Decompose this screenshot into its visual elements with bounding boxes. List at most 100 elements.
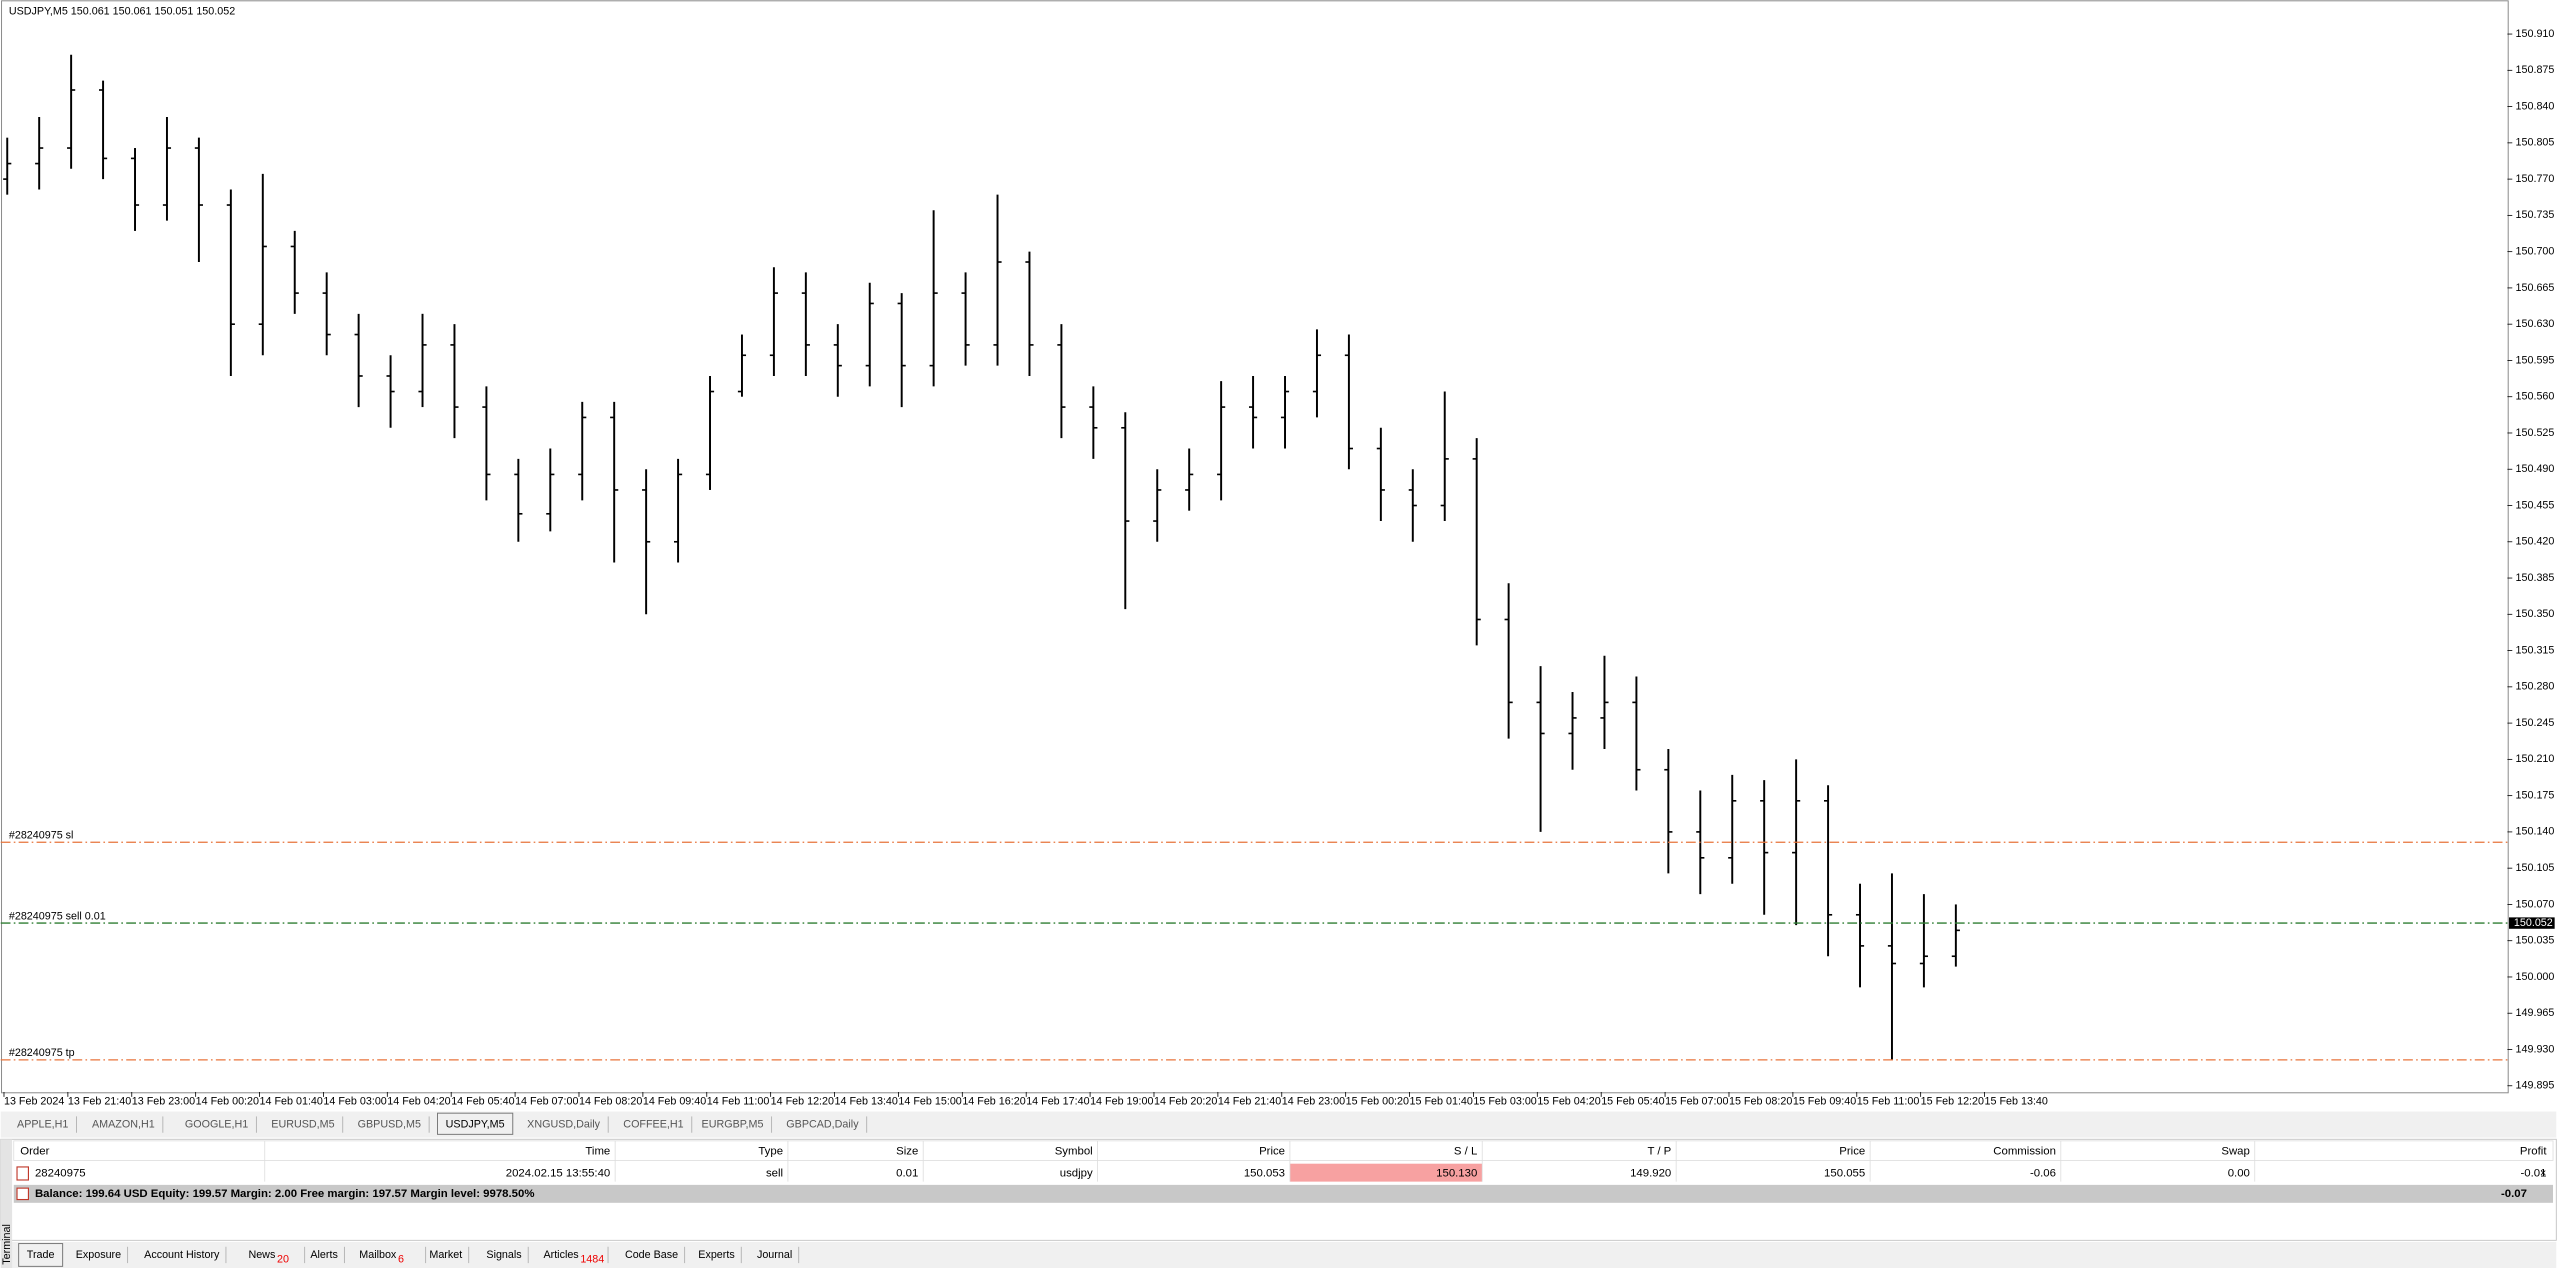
y-tick-label: 150.000 — [2516, 971, 2555, 983]
table-cell: 2024.02.15 13:55:40 — [506, 1167, 611, 1179]
chart-tab[interactable]: EURUSD,M5 — [271, 1118, 334, 1130]
x-tick-label: 14 Feb 03:00 — [323, 1096, 386, 1108]
active-tab-frame — [437, 1112, 514, 1135]
terminal-tab[interactable]: Experts — [698, 1249, 734, 1261]
x-tick-label: 14 Feb 23:00 — [1282, 1096, 1345, 1108]
table-cell: 150.053 — [1244, 1167, 1285, 1179]
order-level-label: #28240975 sell 0.01 — [9, 910, 106, 922]
y-tick-label: 150.805 — [2516, 137, 2555, 149]
x-tick-label: 14 Feb 13:40 — [835, 1096, 898, 1108]
chart-tab[interactable]: APPLE,H1 — [17, 1118, 68, 1130]
y-tick-label: 150.210 — [2516, 753, 2555, 765]
column-header: Swap — [2221, 1145, 2250, 1157]
chart-tab[interactable]: XNGUSD,Daily — [527, 1118, 600, 1130]
x-tick-label: 15 Feb 11:00 — [1857, 1096, 1920, 1108]
y-tick-label: 150.770 — [2516, 173, 2555, 185]
terminal-tabs-bar — [0, 1241, 2557, 1268]
y-tick-label: 150.595 — [2516, 354, 2555, 366]
column-header: T / P — [1647, 1145, 1671, 1157]
order-icon — [16, 1166, 29, 1181]
y-tick-label: 150.840 — [2516, 100, 2555, 112]
x-tick-label: 14 Feb 11:00 — [707, 1096, 770, 1108]
x-tick-label: 15 Feb 05:40 — [1601, 1096, 1664, 1108]
y-tick-label: 149.965 — [2516, 1007, 2555, 1019]
y-tick-label: 150.175 — [2516, 789, 2555, 801]
balance-icon — [16, 1187, 29, 1201]
table-cell: -0.06 — [2030, 1167, 2056, 1179]
column-header: Profit — [2520, 1145, 2547, 1157]
x-tick-label: 15 Feb 12:20 — [1921, 1096, 1984, 1108]
x-tick-label: 14 Feb 16:20 — [962, 1096, 1025, 1108]
summary-text: Balance: 199.64 USD Equity: 199.57 Margi… — [35, 1188, 535, 1200]
y-tick-label: 150.350 — [2516, 608, 2555, 620]
y-tick-label: 150.560 — [2516, 391, 2555, 403]
chart-tab[interactable]: COFFEE,H1 — [623, 1118, 683, 1130]
chart-tab[interactable]: AMAZON,H1 — [92, 1118, 155, 1130]
chart-tab[interactable]: GBPCAD,Daily — [786, 1118, 859, 1130]
terminal-label: Terminal — [1, 1224, 13, 1265]
x-tick-label: 15 Feb 09:40 — [1793, 1096, 1856, 1108]
y-tick-label: 150.140 — [2516, 826, 2555, 838]
terminal-tab[interactable]: Alerts — [310, 1249, 337, 1261]
y-tick-label: 150.245 — [2516, 717, 2555, 729]
x-tick-label: 13 Feb 23:00 — [132, 1096, 195, 1108]
terminal-tab[interactable]: Articles — [543, 1249, 578, 1261]
column-header: Commission — [1993, 1145, 2056, 1157]
x-tick-label: 14 Feb 15:00 — [898, 1096, 961, 1108]
terminal-tab[interactable]: Signals — [486, 1249, 521, 1261]
chart-tab[interactable]: GOOGLE,H1 — [185, 1118, 248, 1130]
y-tick-label: 149.930 — [2516, 1043, 2555, 1055]
x-tick-label: 15 Feb 01:40 — [1410, 1096, 1473, 1108]
y-tick-label: 150.070 — [2516, 898, 2555, 910]
chart-tab[interactable]: GBPUSD,M5 — [358, 1118, 421, 1130]
close-order[interactable]: × — [2540, 1167, 2546, 1179]
terminal-tab[interactable]: Trade — [27, 1249, 55, 1261]
tab-badge: 6 — [398, 1254, 404, 1266]
sl-cell — [1289, 1163, 1483, 1182]
terminal-tab[interactable]: Journal — [757, 1249, 792, 1261]
chart-tabs-bar — [0, 1111, 2557, 1138]
x-tick-label: 13 Feb 21:40 — [68, 1096, 131, 1108]
chart-tab[interactable]: EURGBP,M5 — [702, 1118, 764, 1130]
active-tab-frame — [18, 1243, 64, 1267]
terminal-tab[interactable]: Mailbox — [359, 1249, 397, 1261]
terminal-tab[interactable]: Code Base — [625, 1249, 678, 1261]
x-tick-label: 14 Feb 00:20 — [196, 1096, 259, 1108]
column-header: Size — [896, 1145, 918, 1157]
x-tick-label: 14 Feb 09:40 — [643, 1096, 706, 1108]
chart-tab[interactable]: USDJPY,M5 — [446, 1118, 505, 1130]
table-cell: usdjpy — [1060, 1167, 1093, 1179]
terminal-tab[interactable]: Market — [429, 1249, 462, 1261]
terminal-side — [0, 1139, 13, 1268]
y-tick-label: 150.525 — [2516, 427, 2555, 439]
terminal-tab[interactable]: Account History — [144, 1249, 220, 1261]
terminal-tab[interactable]: Exposure — [76, 1249, 121, 1261]
summary-profit: -0.07 — [2501, 1188, 2527, 1200]
table-cell: sell — [766, 1167, 783, 1179]
column-header: Price — [1259, 1145, 1285, 1157]
y-tick-label: 150.490 — [2516, 463, 2555, 475]
column-header: Price — [1839, 1145, 1865, 1157]
table-cell: 28240975 — [35, 1167, 86, 1179]
y-tick-label: 150.280 — [2516, 681, 2555, 693]
x-tick-label: 14 Feb 04:20 — [387, 1096, 450, 1108]
x-tick-label: 14 Feb 01:40 — [260, 1096, 323, 1108]
x-tick-label: 14 Feb 21:40 — [1218, 1096, 1281, 1108]
x-tick-label: 15 Feb 04:20 — [1537, 1096, 1600, 1108]
x-tick-label: 14 Feb 19:00 — [1090, 1096, 1153, 1108]
y-tick-label: 150.875 — [2516, 64, 2555, 76]
x-tick-label: 14 Feb 07:00 — [515, 1096, 578, 1108]
y-tick-label: 150.455 — [2516, 499, 2555, 511]
chart-frame — [1, 0, 2509, 1094]
y-tick-label: 150.700 — [2516, 245, 2555, 257]
y-tick-label: 150.105 — [2516, 862, 2555, 874]
table-cell: 0.01 — [896, 1167, 918, 1179]
x-tick-label: 14 Feb 12:20 — [771, 1096, 834, 1108]
terminal-tab[interactable]: News — [248, 1249, 275, 1261]
x-tick-label: 15 Feb 03:00 — [1473, 1096, 1536, 1108]
chart-header: USDJPY,M5 150.061 150.061 150.051 150.05… — [9, 5, 235, 17]
x-tick-label: 15 Feb 08:20 — [1729, 1096, 1792, 1108]
y-tick-label: 150.630 — [2516, 318, 2555, 330]
